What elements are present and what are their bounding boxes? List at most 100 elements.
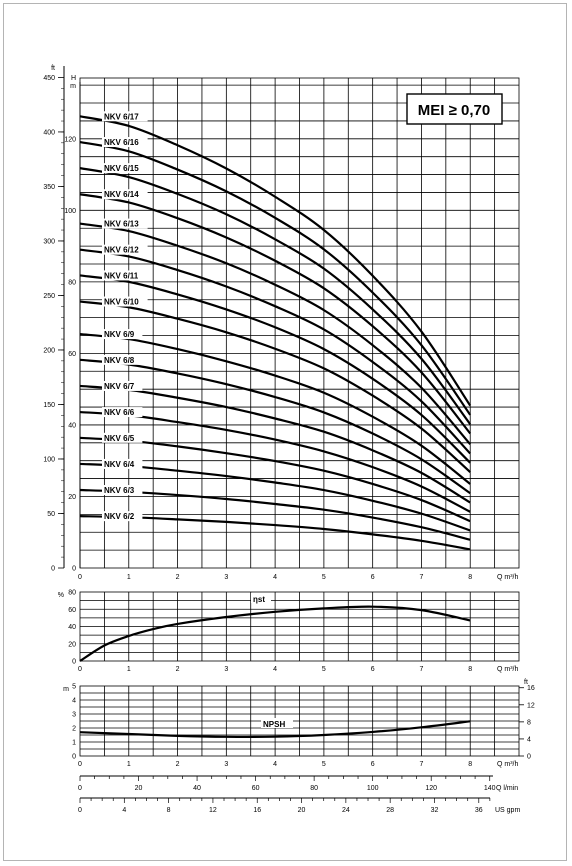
- npsh-x-unit: Q m³/h: [497, 761, 518, 768]
- mei-badge: MEI ≥ 0,70: [418, 102, 490, 119]
- efficiency-curve: [79, 605, 471, 662]
- head-curve-nkv-6-6: [79, 410, 471, 513]
- usgpm-tick-label: 8: [167, 807, 171, 814]
- head-curve-nkv-6-4: [79, 462, 471, 532]
- npsh-m-tick-label: 5: [72, 684, 76, 691]
- series-label-bg: [102, 296, 148, 307]
- head-x-tick-label: 8: [468, 574, 472, 581]
- head-x-tick-label: 4: [273, 574, 277, 581]
- eff-x-tick-label: 6: [371, 666, 375, 673]
- head-x-tick-label: 0: [78, 574, 82, 581]
- eff-x-unit: Q m³/h: [497, 666, 518, 673]
- npsh-m-tick-label: 3: [72, 712, 76, 719]
- head-x-tick-label: 7: [419, 574, 423, 581]
- eff-x-tick-label: 3: [224, 666, 228, 673]
- npsh-x-tick-label: 8: [468, 761, 472, 768]
- series-label-bg: [102, 163, 148, 174]
- ft-tick-label: 0: [51, 566, 55, 573]
- m-tick-label: 120: [64, 136, 76, 143]
- series-label: NKV 6/6: [104, 408, 135, 417]
- series-label-bg: [102, 137, 148, 148]
- ft-tick-label: 100: [43, 456, 55, 463]
- ft-tick-label: 50: [47, 511, 55, 518]
- h-axis-label: H: [71, 75, 76, 82]
- head-curve-nkv-6-10: [79, 300, 471, 473]
- head-curve-nkv-6-15: [79, 167, 472, 425]
- usgpm-tick-label: 0: [78, 807, 82, 814]
- ft-tick-label: 450: [43, 75, 55, 82]
- ft-tick-label: 250: [43, 293, 55, 300]
- series-label: NKV 6/2: [104, 512, 135, 521]
- npsh-curve: [79, 720, 471, 739]
- ft-tick-label: 300: [43, 238, 55, 245]
- ft-tick-label: 150: [43, 402, 55, 409]
- head-curve-nkv-6-7: [79, 384, 471, 504]
- head-curve-nkv-6-8: [79, 358, 471, 495]
- head-x-tick-label: 1: [127, 574, 131, 581]
- series-label: NKV 6/11: [104, 271, 139, 280]
- npsh-x-tick-label: 5: [322, 761, 326, 768]
- npsh-m-tick-label: 1: [72, 740, 76, 747]
- efficiency-label: ηst: [253, 595, 265, 604]
- lmin-tick-label: 100: [367, 785, 379, 792]
- series-label: NKV 6/4: [104, 460, 135, 469]
- npsh-ft-tick-label: 0: [527, 754, 531, 761]
- lmin-tick-label: 120: [425, 785, 437, 792]
- mei-badge-box: [406, 93, 503, 125]
- head-curve-nkv-6-14: [79, 193, 472, 435]
- npsh-m-tick-label: 0: [72, 754, 76, 761]
- series-label: NKV 6/17: [104, 112, 139, 121]
- eff-y-tick-label: 40: [68, 624, 76, 631]
- series-label-bg: [102, 511, 143, 522]
- head-curve-nkv-6-3: [79, 488, 471, 541]
- series-label-bg: [102, 218, 148, 229]
- series-label: NKV 6/10: [104, 298, 139, 307]
- eff-label-bg: [251, 593, 271, 603]
- ft-tick-label: 400: [43, 129, 55, 136]
- eff-y-tick-label: 0: [72, 659, 76, 666]
- head-x-tick-label: 3: [224, 574, 228, 581]
- head-curve-nkv-6-16: [79, 140, 472, 416]
- eff-x-tick-label: 4: [273, 666, 277, 673]
- npsh-m-tick-label: 2: [72, 726, 76, 733]
- head-x-tick-label: 6: [371, 574, 375, 581]
- usgpm-unit: US gpm: [495, 807, 520, 814]
- series-label: NKV 6/8: [104, 356, 135, 365]
- npsh-ft-unit: ft: [524, 679, 528, 686]
- head-curve-nkv-6-11: [79, 274, 471, 464]
- eff-y-tick-label: 60: [68, 607, 76, 614]
- usgpm-tick-label: 36: [475, 807, 483, 814]
- usgpm-tick-label: 12: [209, 807, 217, 814]
- m-tick-label: 0: [72, 566, 76, 573]
- npsh-ft-tick-label: 12: [527, 702, 535, 709]
- m-unit-label: m: [70, 83, 76, 90]
- npsh-m-unit: m: [63, 686, 69, 693]
- series-label-bg: [102, 485, 143, 496]
- series-label-bg: [102, 458, 143, 469]
- npsh-x-tick-label: 4: [273, 761, 277, 768]
- m-tick-label: 20: [68, 494, 76, 501]
- eff-y-tick-label: 80: [68, 590, 76, 597]
- lmin-tick-label: 0: [78, 785, 82, 792]
- ft-unit-label: ft: [51, 65, 55, 72]
- series-label-bg: [102, 270, 148, 281]
- series-label-bg: [102, 354, 143, 365]
- m-tick-label: 80: [68, 279, 76, 286]
- usgpm-tick-label: 28: [386, 807, 394, 814]
- head-curve-nkv-6-13: [79, 222, 472, 445]
- head-x-tick-label: 2: [176, 574, 180, 581]
- lmin-tick-label: 40: [193, 785, 201, 792]
- series-label-bg: [102, 380, 143, 391]
- series-label-bg: [102, 407, 143, 418]
- series-label-bg: [102, 189, 148, 200]
- series-label: NKV 6/7: [104, 382, 135, 391]
- usgpm-tick-label: 16: [253, 807, 261, 814]
- usgpm-tick-label: 32: [431, 807, 439, 814]
- series-label: NKV 6/12: [104, 246, 139, 255]
- eff-x-tick-label: 7: [419, 666, 423, 673]
- eff-x-tick-label: 8: [468, 666, 472, 673]
- head-x-unit: Q m³/h: [497, 574, 518, 581]
- lmin-tick-label: 80: [310, 785, 318, 792]
- ft-tick-label: 350: [43, 184, 55, 191]
- npsh-ft-tick-label: 16: [527, 685, 535, 692]
